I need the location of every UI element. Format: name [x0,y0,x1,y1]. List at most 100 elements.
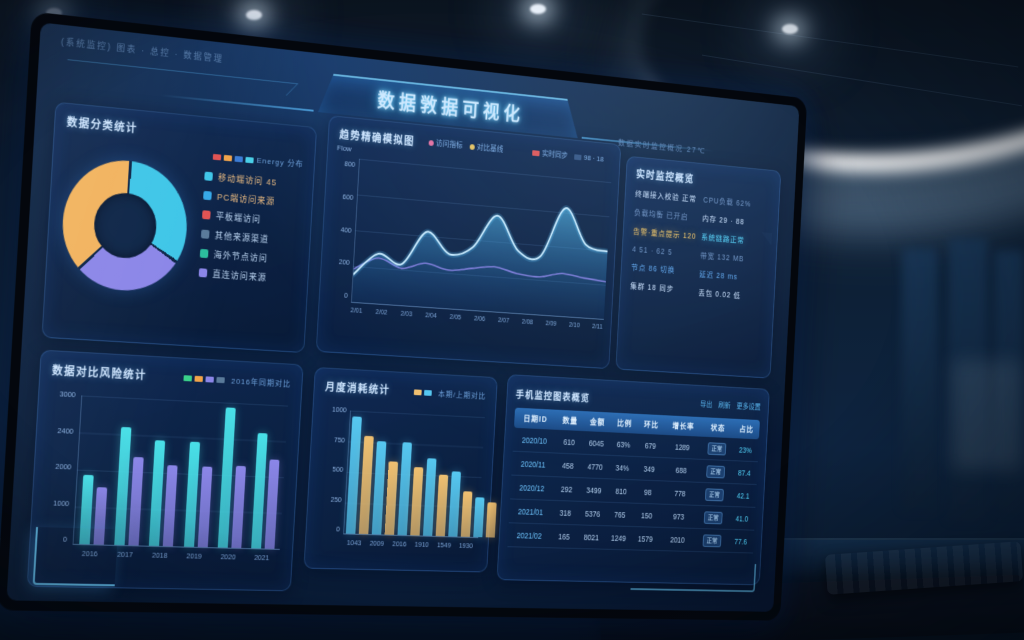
bars1-legend-note: 2016年同期对比 [230,376,292,389]
stat-row: 系统链路正常 [701,232,745,245]
axis-tick-label: 250 [330,494,342,504]
axis-tick-label: 2016 [392,539,407,549]
bar[interactable] [183,441,200,547]
table-cell: 2010 [658,527,697,552]
axis-tick-label: 2/02 [375,309,388,317]
axis-tick-label: 600 [342,192,354,202]
legend-chip-icon [532,149,540,156]
legend-chip-row [183,368,228,387]
bar[interactable] [163,465,178,547]
legend-chip-row [414,383,435,400]
table-cell: 3499 [579,477,609,503]
legend-chip-icon [205,376,214,383]
donut-legend-item[interactable]: 平板端访问 [201,208,275,226]
table-column-header: 环比 [637,413,666,435]
table-cell: 810 [606,478,636,504]
axis-tick-label: 2021 [253,553,270,563]
table-cell: 2021/01 [508,498,553,525]
axis-tick-label: 750 [333,434,346,444]
panel-trend-line: 趋势精确模拟图 访问指标 对比基线 实时同步 98 · 18 Flow 800 600… [315,115,621,370]
table-body: 2020/10 610 6045 63% 679 1289 正常 23% 2020/11 458 4… [507,427,759,554]
bar[interactable] [422,458,437,536]
donut-legend-item[interactable]: 其他来源渠道 [200,228,274,246]
table-cell: 8021 [577,524,606,550]
line-legend-top: 访问指标 对比基线 [428,137,510,155]
table-cell: 77.6 [727,529,755,554]
line-y-ticks: 800 600 400 200 0 [327,158,356,299]
table-title: 手机监控图表概览 [515,389,591,404]
bar[interactable] [197,466,213,548]
stat-row: CPU负载 62% [703,195,752,209]
table-column-header: 金额 [583,411,612,433]
donut-legend-item[interactable]: 海外节点访问 [199,247,273,265]
table-cell: 318 [550,500,580,525]
axis-tick-label: 800 [344,159,356,169]
bar[interactable] [473,497,485,538]
donut-legend-item[interactable]: 移动端访问 45 [204,170,277,189]
table-cell: 1249 [604,525,633,550]
table-action-link[interactable]: 刷新 [718,401,731,410]
donut-panel-title: 数据分类统计 [66,116,138,136]
bar-group [447,471,476,537]
stat-row: 4 51 · 62 5 [631,244,673,257]
legend-chip-row [213,147,257,168]
curved-screen-wrap: (系统监控) 图表 · 总控 · 数据管理 数据敩据可视化 数据分类统计 Ene… [0,11,808,621]
y-axis-unit: Flow [336,143,352,154]
panel-data-table: 手机监控图表概览 导出 刷新 更多设置 日期ID 数量 金额 比例 环比 增长率 状态 占比 20… [496,374,770,586]
bars2-legend: 本期/上期对比 [414,383,487,403]
stats-columns: 终端接入校验 正常 负载均衡 已开启 告警·重点提示 120 4 51 · 62 5 节… [629,188,770,311]
table-action-link[interactable]: 更多设置 [736,402,761,412]
table-cell: 正常 [695,528,729,553]
bar[interactable] [371,441,387,535]
stat-row: 负载均衡 已开启 [633,207,689,222]
bar[interactable] [397,442,412,536]
panel-monthly-bars: 月度消耗统计 本期/上期对比 1000 750 500 250 0 1043 2009 20… [303,366,498,573]
line-legend-item[interactable]: 98 · 18 [574,152,604,163]
bar-group [472,497,499,538]
legend-swatch-icon [200,229,210,239]
status-pill: 正常 [704,487,724,501]
axis-tick-label: 2000 [55,461,72,472]
bar[interactable] [448,471,462,537]
bar[interactable] [264,459,280,549]
axis-tick-label: 2018 [151,550,168,560]
line-legend-item[interactable]: 访问指标 [428,137,463,151]
stats-column-2: CPU负载 62% 内存 29 · 88 系统链路正常 带宽 132 MB 延迟 28 … [698,194,770,310]
legend-label: PC端访问来源 [216,192,276,207]
axis-tick-label: 1910 [414,540,430,549]
legend-label: 直连访问来源 [212,269,267,283]
line-legend-item[interactable]: 对比基线 [469,141,503,154]
table-cell: 349 [635,456,664,481]
panel-category-donut: 数据分类统计 Energy 分布 移动端访问 45 PC端访问来源 平板端访问 其他来… [41,101,318,354]
bars2-plot [343,410,497,539]
stat-row: 内存 29 · 88 [702,213,745,227]
bar[interactable] [460,491,473,537]
stat-row: 集群 18 同步 [629,281,675,294]
bars2-wrap: 1000 750 500 250 0 1043 2009 2016 1910 1549 1930 [316,405,497,561]
table-cell: 正常 [700,436,734,461]
page-title: 数据敩据可视化 [376,90,525,126]
table-cell: 4770 [580,454,610,479]
table-cell: 458 [553,452,583,478]
legend-swatch-icon [199,248,209,259]
donut-chart[interactable] [59,155,191,295]
table-cell: 23% [731,438,759,462]
table-action-link[interactable]: 导出 [699,400,713,409]
bar[interactable] [485,502,497,538]
legend-chip-icon [194,375,203,383]
bar[interactable] [128,456,144,546]
table-column-header: 占比 [733,418,760,440]
table-cell: 正常 [699,459,732,484]
table-cell: 610 [554,429,584,455]
data-table: 日期ID 数量 金额 比例 环比 增长率 状态 占比 2020/10 610 6045 63% 679… [507,407,760,554]
axis-tick-label: 2/01 [350,307,363,315]
axis-tick-label: 2019 [186,551,202,561]
table-cell: 5376 [578,501,607,526]
legend-chip-icon [216,376,225,384]
table-cell: 1579 [631,526,660,551]
bar[interactable] [231,465,246,548]
bars1-legend: 2016年同期对比 [183,368,292,391]
donut-legend-item[interactable]: 直连访问来源 [198,266,272,284]
donut-legend: 移动端访问 45 PC端访问来源 平板端访问其他来源渠道 海外节点访问直连访问来源 [198,170,278,301]
donut-legend-item[interactable]: PC端访问来源 [203,189,276,208]
